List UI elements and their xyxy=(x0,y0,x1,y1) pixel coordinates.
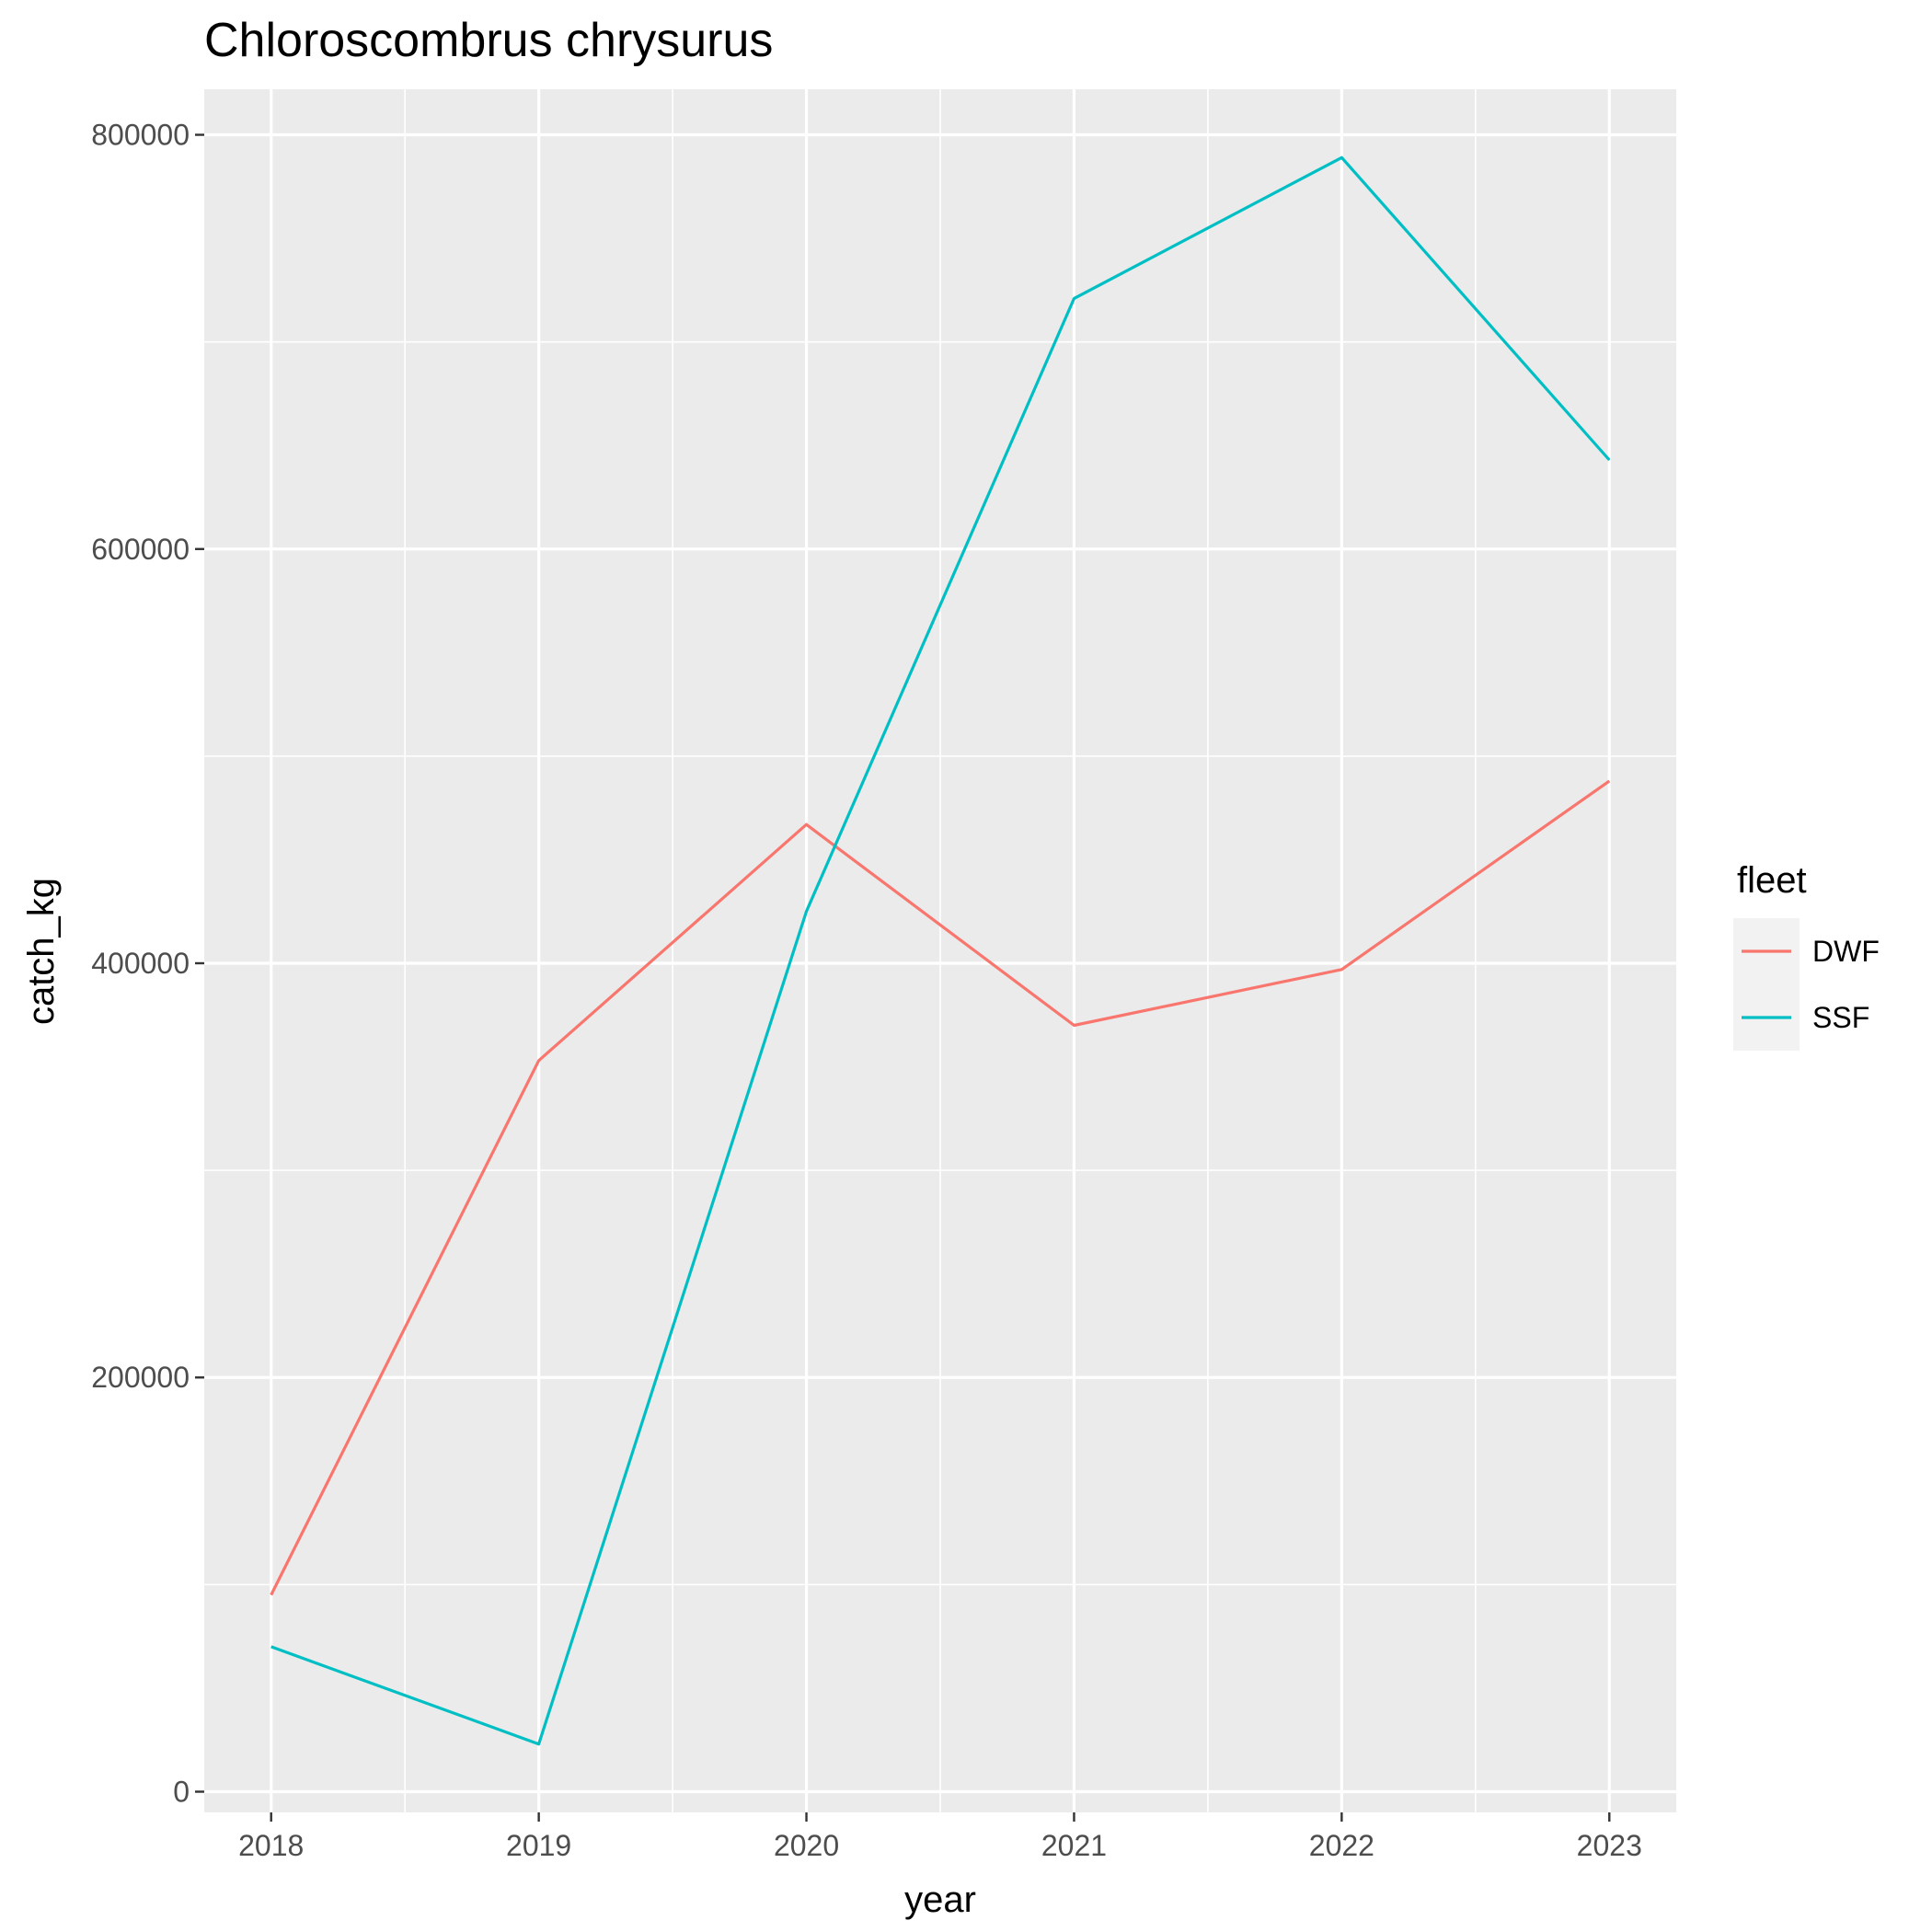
x-tick-label: 2021 xyxy=(1041,1829,1107,1862)
chart-title: Chloroscombrus chrysurus xyxy=(204,14,773,67)
y-tick-label: 800000 xyxy=(91,119,190,152)
legend-items: DWF SSF xyxy=(1733,918,1880,1051)
y-axis: 0 200000 400000 600000 800000 xyxy=(91,119,204,1808)
x-axis: 2018 2019 2020 2021 2022 2023 xyxy=(238,1812,1642,1862)
minor-gridlines xyxy=(204,89,1676,1812)
legend-label: SSF xyxy=(1812,1001,1869,1034)
legend-title: fleet xyxy=(1737,860,1807,901)
legend-label: DWF xyxy=(1812,935,1880,968)
y-tick-label: 200000 xyxy=(91,1361,190,1394)
series-line-dwf xyxy=(270,779,1611,1596)
major-gridlines xyxy=(204,89,1676,1812)
series-line-ssf xyxy=(270,155,1611,1746)
y-tick-label: 400000 xyxy=(91,947,190,980)
y-tick-label: 0 xyxy=(173,1775,190,1808)
series-lines xyxy=(270,155,1611,1746)
y-tick-label: 600000 xyxy=(91,533,190,566)
x-tick-label: 2022 xyxy=(1309,1829,1374,1862)
legend: fleet DWF SSF xyxy=(1733,860,1880,1051)
legend-item-dwf: DWF xyxy=(1733,918,1880,984)
x-axis-title: year xyxy=(904,1880,976,1920)
x-tick-label: 2019 xyxy=(506,1829,571,1862)
y-axis-title: catch_kg xyxy=(21,878,62,1025)
legend-item-ssf: SSF xyxy=(1733,984,1869,1051)
x-tick-label: 2020 xyxy=(774,1829,839,1862)
x-tick-label: 2023 xyxy=(1577,1829,1642,1862)
x-tick-label: 2018 xyxy=(238,1829,304,1862)
